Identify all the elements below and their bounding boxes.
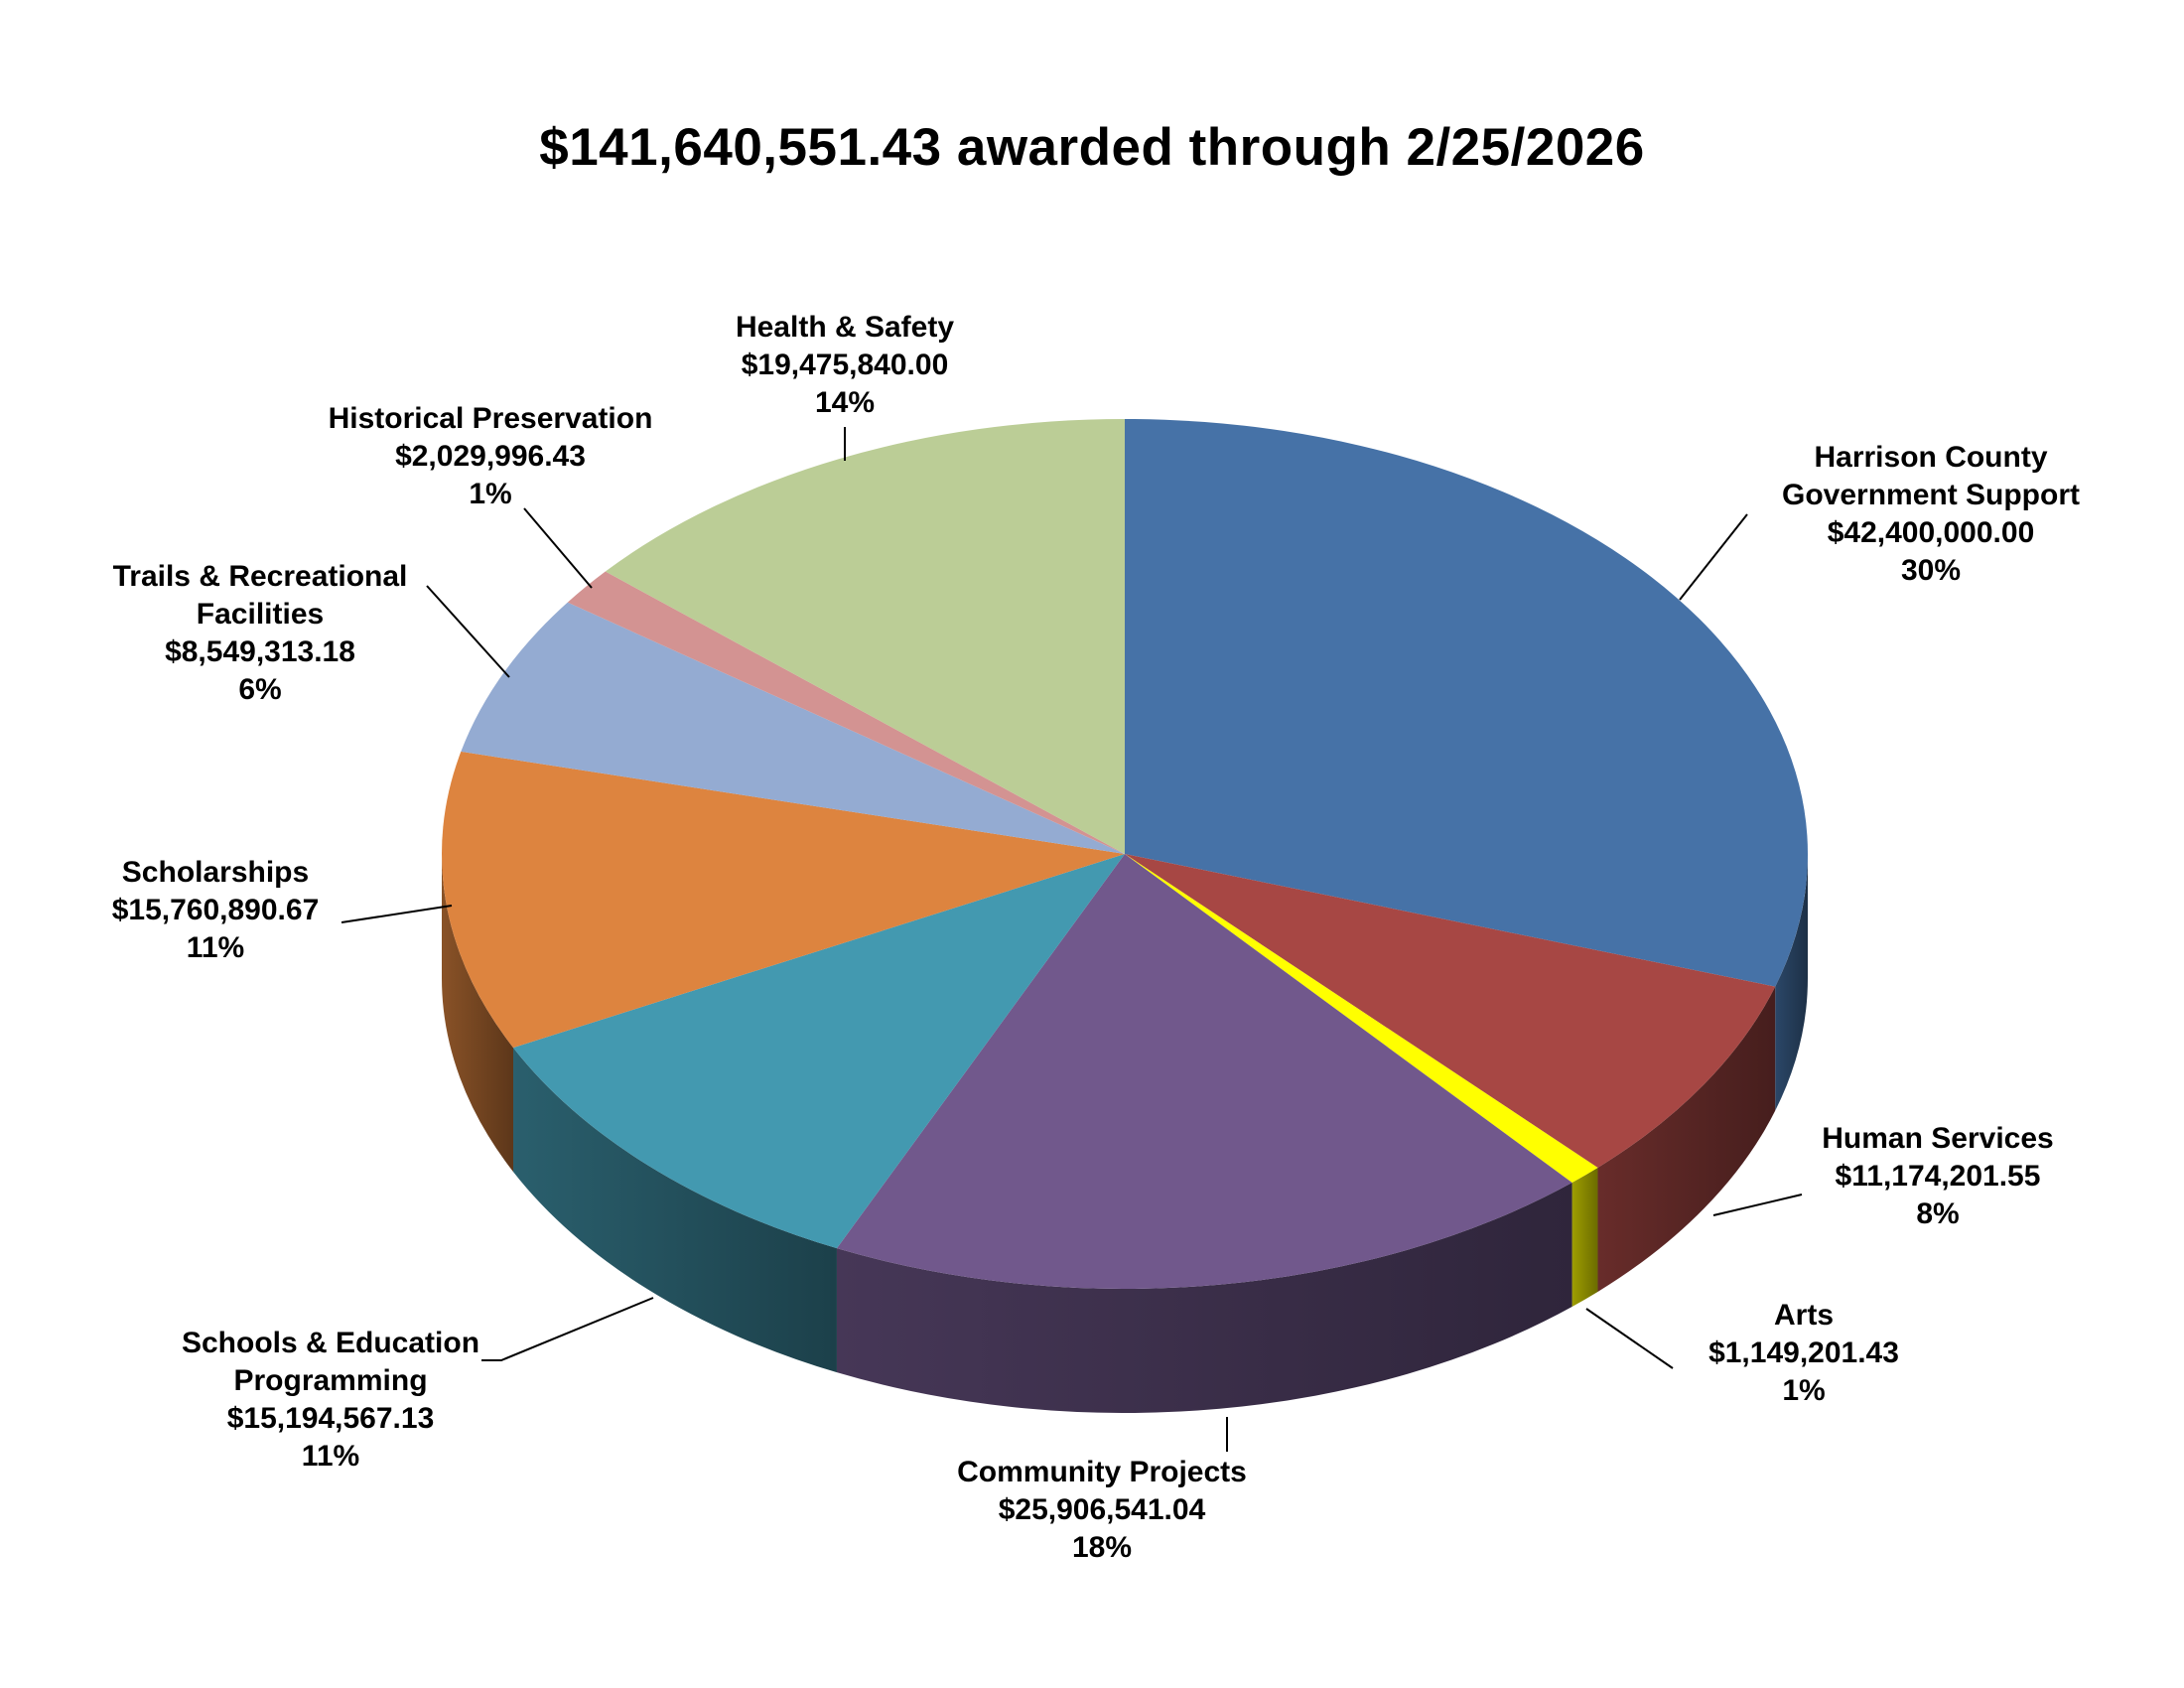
slice-name: Programming — [233, 1364, 428, 1397]
slice-percent: 6% — [238, 673, 282, 706]
slice-side-1 — [1597, 986, 1776, 1292]
slice-percent: 11% — [186, 931, 245, 964]
slice-name: Historical Preservation — [328, 402, 653, 435]
slice-side-0 — [1775, 854, 1808, 1111]
chart-title: $141,640,551.43 awarded through 2/25/202… — [539, 118, 1645, 177]
slice-name: Harrison County — [1814, 441, 2048, 474]
slice-amount: $19,475,840.00 — [741, 349, 949, 381]
leader-line-0 — [1679, 513, 1748, 601]
slice-label: Scholarships $15,760,890.67 11% — [0, 854, 464, 967]
leader-line-1 — [1712, 1194, 1803, 1216]
slice-name: Government Support — [1781, 479, 2080, 511]
slice-side-5 — [442, 854, 514, 1173]
slice-percent: 8% — [1916, 1197, 1960, 1230]
slice-label: Health & Safety $19,475,840.00 14% — [597, 309, 1093, 422]
slice-6 — [461, 602, 1125, 854]
slice-percent: 30% — [1900, 554, 1962, 587]
slice-percent: 11% — [301, 1440, 360, 1473]
slice-amount: $1,149,201.43 — [1708, 1336, 1899, 1369]
slice-label: Historical Preservation $2,029,996.43 1% — [242, 400, 739, 513]
slice-side-3 — [836, 1183, 1572, 1413]
slice-label: Harrison County Government Support $42,400… — [1683, 439, 2179, 590]
slice-5 — [442, 751, 1126, 1049]
leader-line-2 — [1585, 1308, 1674, 1369]
leader-line-6 — [426, 585, 510, 678]
slice-name: Facilities — [196, 598, 325, 631]
leader-line-4 — [481, 1297, 654, 1361]
slice-label: Community Projects $25,906,541.04 18% — [854, 1454, 1350, 1567]
slice-name: Community Projects — [957, 1456, 1247, 1488]
slice-percent: 14% — [814, 386, 876, 419]
leader-line-7 — [523, 507, 593, 589]
slice-2 — [1125, 854, 1598, 1184]
slice-3 — [836, 854, 1572, 1289]
slice-percent: 1% — [1782, 1374, 1826, 1407]
slice-amount: $2,029,996.43 — [395, 440, 586, 473]
slice-amount: $11,174,201.55 — [1835, 1160, 2041, 1193]
slice-name: Human Services — [1822, 1122, 2054, 1155]
slice-amount: $15,194,567.13 — [226, 1402, 435, 1435]
slice-name: Scholarships — [121, 856, 310, 889]
slice-side-2 — [1571, 1167, 1598, 1308]
slice-name: Trails & Recreational — [112, 560, 408, 593]
slice-name: Health & Safety — [735, 311, 955, 344]
slice-amount: $8,549,313.18 — [165, 635, 355, 668]
slice-4 — [513, 854, 1125, 1249]
slice-amount: $15,760,890.67 — [111, 894, 320, 926]
slice-percent: 1% — [469, 478, 512, 510]
slice-side-4 — [513, 1048, 837, 1373]
slice-name: Schools & Education — [181, 1327, 480, 1359]
slice-7 — [567, 571, 1125, 854]
slice-label: Arts $1,149,201.43 1% — [1556, 1297, 2052, 1410]
slice-label: Human Services $11,174,201.55 8% — [1690, 1120, 2184, 1233]
slice-1 — [1125, 854, 1776, 1168]
leader-line-5 — [341, 905, 453, 923]
slice-name: Arts — [1773, 1299, 1834, 1332]
slice-amount: $42,400,000.00 — [1827, 516, 2035, 549]
slice-amount: $25,906,541.04 — [998, 1493, 1206, 1526]
slice-0 — [1125, 419, 1808, 987]
slice-8 — [605, 419, 1125, 854]
slice-percent: 18% — [1071, 1531, 1133, 1564]
slice-label: Trails & Recreational Facilities $8,549,31… — [12, 558, 508, 709]
slice-label: Schools & Education Programming $15,194,56… — [82, 1325, 579, 1476]
